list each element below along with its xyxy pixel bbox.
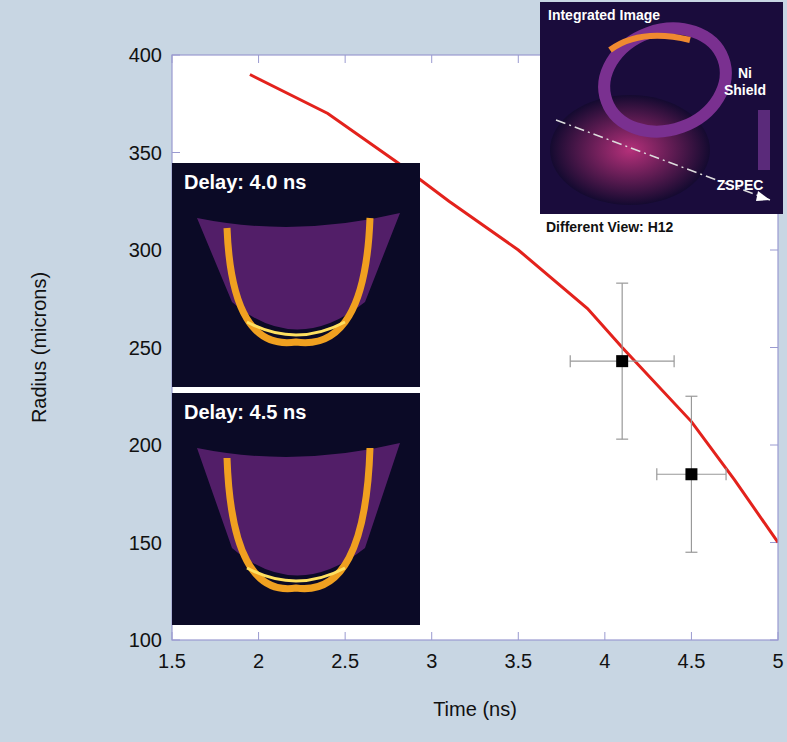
inset-sightline bbox=[556, 120, 770, 200]
y-tick-right bbox=[770, 250, 778, 251]
inset-background bbox=[172, 163, 420, 387]
x-tick-label: 1.5 bbox=[158, 650, 186, 672]
y-tick-label: 200 bbox=[129, 434, 162, 456]
inset-image: Delay: 4.0 ns bbox=[172, 163, 420, 387]
inset-disc bbox=[550, 95, 710, 205]
y-tick bbox=[172, 152, 180, 153]
x-tick bbox=[431, 632, 432, 640]
inset-title: Integrated Image bbox=[548, 7, 660, 23]
x-error-cap bbox=[570, 355, 571, 367]
page: {"chart_data": { "type": "line", "x_labe… bbox=[0, 0, 787, 742]
y-error-cap bbox=[616, 283, 628, 284]
inset-image: Integrated Image NiShield ZSPEC Different V… bbox=[540, 2, 783, 235]
data-point bbox=[616, 355, 628, 367]
x-error-cap bbox=[656, 468, 657, 480]
y-axis-title: Radius (microns) bbox=[28, 272, 50, 423]
inset-label: NiShield bbox=[724, 65, 766, 98]
inset-ring bbox=[590, 12, 741, 148]
data-point bbox=[685, 468, 697, 480]
x-tick-top bbox=[345, 55, 346, 63]
inset-ring-bright bbox=[610, 36, 690, 50]
x-tick-label: 4 bbox=[599, 650, 610, 672]
chart: 1.5 2 2.5 3 3.5 4 4.5 5 100 150 200 250 300 350 400 Tim… bbox=[0, 0, 787, 742]
y-tick-label: 350 bbox=[129, 142, 162, 164]
y-error-cap bbox=[616, 439, 628, 440]
inset-background bbox=[540, 2, 783, 214]
inset-shield bbox=[758, 110, 770, 170]
inset-label: ZSPEC bbox=[717, 177, 764, 193]
y-tick-label: 150 bbox=[129, 532, 162, 554]
x-tick-top bbox=[258, 55, 259, 63]
inset-label-line: Shield bbox=[724, 82, 766, 98]
y-tick-label: 100 bbox=[129, 629, 162, 651]
x-tick bbox=[518, 632, 519, 640]
x-tick bbox=[345, 632, 346, 640]
x-tick-top bbox=[518, 55, 519, 63]
y-error-cap bbox=[685, 552, 697, 553]
inset-shell-bright bbox=[247, 568, 345, 581]
x-error-cap bbox=[674, 355, 675, 367]
x-tick-label: 2 bbox=[253, 650, 264, 672]
inset-label-line: Ni bbox=[738, 65, 752, 81]
x-tick bbox=[604, 632, 605, 640]
inset-caption: Different View: H12 bbox=[546, 219, 674, 235]
y-error-cap bbox=[685, 396, 697, 397]
x-tick-label: 3 bbox=[426, 650, 437, 672]
inset-shell-bright bbox=[247, 322, 345, 335]
x-axis-title: Time (ns) bbox=[433, 698, 517, 720]
x-tick bbox=[258, 632, 259, 640]
plot-frame bbox=[172, 55, 778, 640]
plot-background bbox=[172, 55, 778, 640]
y-tick-label: 250 bbox=[129, 337, 162, 359]
inset-background bbox=[172, 393, 420, 625]
inset-title: Delay: 4.5 ns bbox=[184, 401, 306, 423]
y-tick-label: 300 bbox=[129, 239, 162, 261]
x-tick-label: 3.5 bbox=[504, 650, 532, 672]
x-tick-label: 4.5 bbox=[678, 650, 706, 672]
x-error-cap bbox=[725, 468, 726, 480]
x-tick-label: 2.5 bbox=[331, 650, 359, 672]
y-tick-right bbox=[770, 347, 778, 348]
x-tick-label: 5 bbox=[772, 650, 783, 672]
inset-shell bbox=[227, 448, 370, 589]
y-tick-right bbox=[770, 445, 778, 446]
y-tick-label: 400 bbox=[129, 44, 162, 66]
x-tick bbox=[691, 632, 692, 640]
x-tick-top bbox=[431, 55, 432, 63]
inset-shell bbox=[227, 218, 370, 343]
inset-image: Delay: 4.5 ns bbox=[172, 393, 420, 625]
inset-title: Delay: 4.0 ns bbox=[184, 171, 306, 193]
